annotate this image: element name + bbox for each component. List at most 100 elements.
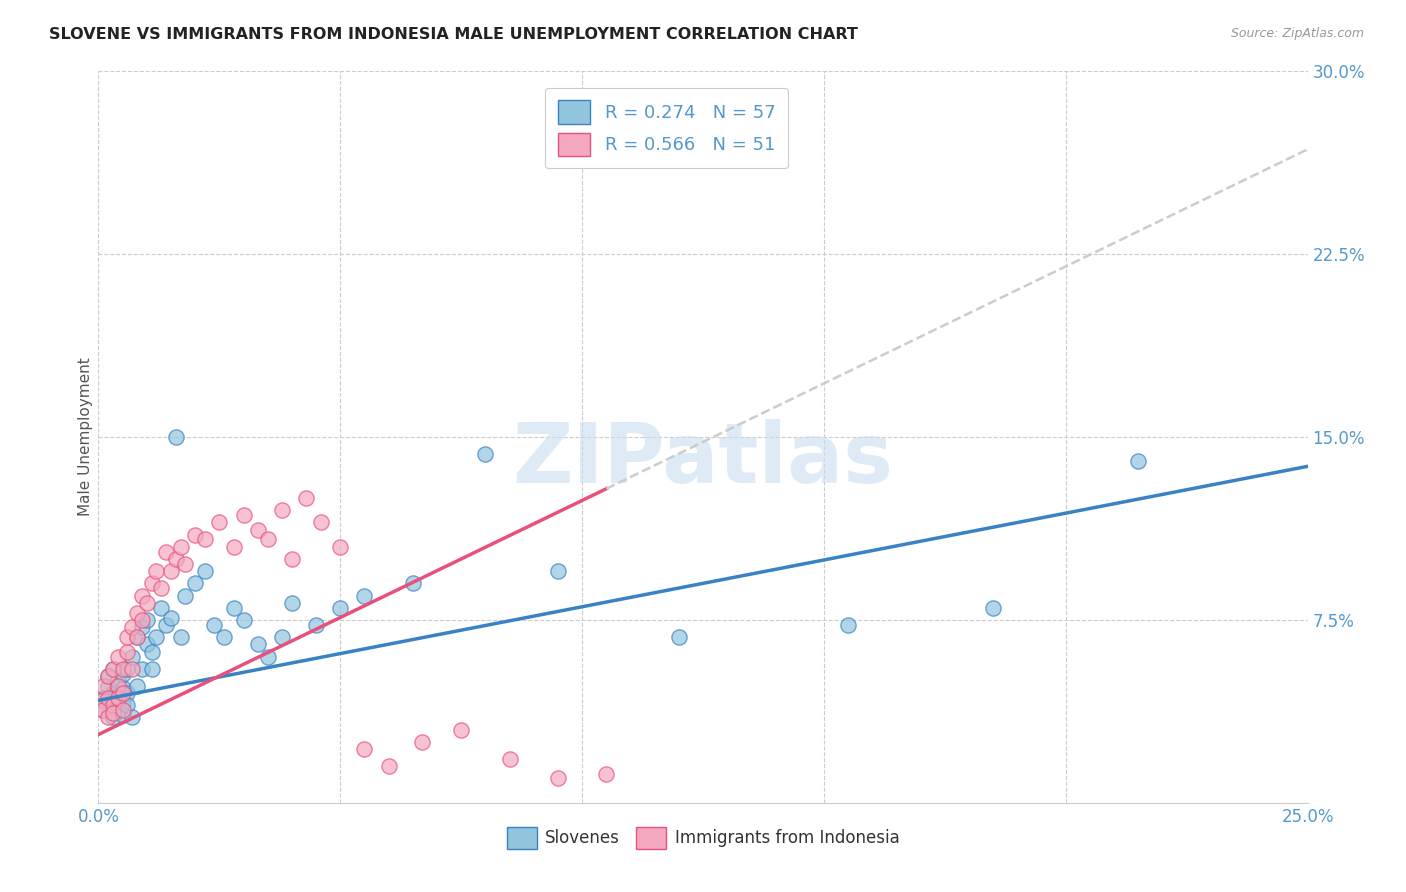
Point: [135, 637, 157, 651]
Point: [184, 527, 207, 541]
Point: [141, 662, 163, 676]
Point: [222, 600, 245, 615]
Point: [160, 564, 183, 578]
Point: [256, 649, 278, 664]
Point: [145, 630, 167, 644]
Point: [97, 690, 120, 705]
Point: [111, 681, 134, 696]
Y-axis label: Male Unemployment: Male Unemployment: [77, 358, 93, 516]
Point: [212, 630, 235, 644]
Point: [127, 679, 149, 693]
Point: [101, 706, 124, 720]
Point: [111, 703, 134, 717]
Point: [305, 617, 328, 632]
Point: [141, 645, 163, 659]
Point: [329, 600, 352, 615]
Point: [121, 649, 143, 664]
Point: [121, 662, 143, 676]
Point: [402, 576, 425, 591]
Point: [155, 617, 177, 632]
Point: [91, 693, 114, 707]
Point: [107, 703, 129, 717]
Point: [981, 600, 1004, 615]
Point: [281, 596, 304, 610]
Point: [295, 491, 318, 505]
Point: [498, 752, 520, 766]
Point: [145, 564, 167, 578]
Point: [117, 686, 139, 700]
Point: [256, 533, 278, 547]
Point: [121, 620, 143, 634]
Point: [547, 564, 569, 578]
Point: [107, 693, 129, 707]
Point: [107, 679, 129, 693]
Point: [97, 693, 120, 707]
Text: ZIPatlas: ZIPatlas: [513, 418, 893, 500]
Point: [131, 662, 153, 676]
Point: [111, 686, 134, 700]
Point: [97, 710, 120, 724]
Point: [107, 649, 129, 664]
Point: [450, 723, 472, 737]
Point: [117, 662, 139, 676]
Point: [184, 576, 207, 591]
Point: [97, 669, 120, 683]
Point: [127, 630, 149, 644]
Text: SLOVENE VS IMMIGRANTS FROM INDONESIA MALE UNEMPLOYMENT CORRELATION CHART: SLOVENE VS IMMIGRANTS FROM INDONESIA MAL…: [49, 27, 858, 42]
Point: [247, 523, 270, 537]
Point: [91, 703, 114, 717]
Point: [111, 696, 134, 710]
Point: [97, 669, 120, 683]
Point: [131, 613, 153, 627]
Point: [111, 708, 134, 723]
Point: [411, 735, 433, 749]
Point: [165, 552, 187, 566]
Point: [117, 645, 139, 659]
Point: [101, 686, 124, 700]
Point: [668, 630, 690, 644]
Point: [101, 698, 124, 713]
Point: [127, 606, 149, 620]
Point: [141, 576, 163, 591]
Point: [194, 564, 217, 578]
Point: [247, 637, 270, 651]
Point: [160, 610, 183, 624]
Point: [837, 617, 859, 632]
Point: [222, 540, 245, 554]
Point: [117, 630, 139, 644]
Point: [91, 690, 114, 705]
Point: [131, 589, 153, 603]
Point: [111, 666, 134, 681]
Point: [1128, 454, 1150, 468]
Point: [271, 630, 294, 644]
Point: [121, 710, 143, 724]
Point: [232, 508, 254, 522]
Point: [377, 759, 399, 773]
Point: [353, 589, 375, 603]
Point: [101, 698, 124, 713]
Point: [165, 430, 187, 444]
Point: [353, 742, 375, 756]
Point: [281, 552, 304, 566]
Point: [169, 630, 191, 644]
Point: [595, 766, 617, 780]
Point: [194, 533, 217, 547]
Point: [232, 613, 254, 627]
Point: [101, 710, 124, 724]
Point: [135, 596, 157, 610]
Point: [329, 540, 352, 554]
Point: [97, 679, 120, 693]
Point: [309, 516, 332, 530]
Point: [127, 630, 149, 644]
Point: [101, 662, 124, 676]
Point: [101, 662, 124, 676]
Point: [135, 613, 157, 627]
Point: [271, 503, 294, 517]
Point: [208, 516, 231, 530]
Point: [107, 673, 129, 688]
Point: [117, 698, 139, 713]
Point: [111, 662, 134, 676]
Point: [91, 703, 114, 717]
Point: [91, 679, 114, 693]
Text: Source: ZipAtlas.com: Source: ZipAtlas.com: [1230, 27, 1364, 40]
